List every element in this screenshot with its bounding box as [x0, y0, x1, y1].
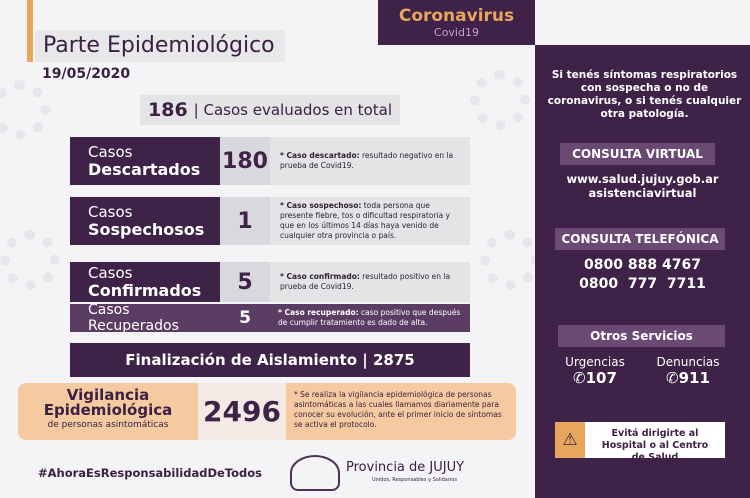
descartados-value: 180 [220, 137, 270, 185]
url-line2[interactable]: asistenciavirtual [588, 186, 697, 200]
page-title: Parte Epidemiológico [35, 30, 285, 62]
urgencias-number[interactable]: 107 [585, 369, 617, 387]
hashtag: #AhoraEsResponsabilidadDeTodos [38, 466, 263, 480]
jujuy-logo-icon [290, 455, 340, 491]
term: * Caso descartado: [280, 151, 360, 160]
confirmados-desc: * Caso confirmado: resultado positivo en… [270, 262, 470, 302]
denuncias-label: Denuncias [656, 355, 720, 369]
recuperados-row: Casos Recuperados 5 * Caso recuperado: c… [70, 302, 470, 334]
descartados-label: Casos Descartados [70, 137, 220, 185]
warning-text: Evitá dirigirte al Hospital o al Centro … [601, 428, 709, 463]
virus-decoration-icon [480, 230, 540, 290]
accent-bar [27, 0, 33, 62]
label-line1: Casos [88, 264, 133, 282]
virus-decoration-icon [470, 70, 530, 130]
warning-icon: ⚠ [555, 422, 585, 458]
definition: resultado positivo en la prueba de Covid… [280, 272, 451, 291]
label-line2: Sospechosos [88, 220, 205, 239]
definition: resultado negativo en la prueba de Covid… [280, 151, 454, 170]
sospechosos-value: 1 [220, 197, 270, 245]
confirmados-value: 5 [220, 262, 270, 302]
term: * Caso confirmado: [280, 272, 360, 281]
definition: caso positivo que después de cumplir tra… [278, 308, 461, 327]
tel-title: CONSULTA TELEFÓNICA [555, 228, 725, 250]
phones: 0800 888 4767 0800 777 7711 [535, 256, 750, 294]
phone-icon: ✆ [573, 369, 586, 387]
term: * Caso sospechoso: [280, 201, 362, 210]
side-panel: Si tenés síntomas respiratorios con sosp… [535, 45, 750, 498]
denuncias-number[interactable]: 911 [678, 369, 710, 387]
confirmados-label: Casos Confirmados [70, 262, 220, 302]
virus-decoration-icon [0, 80, 50, 140]
logo-title: Provincia de JUJUY [346, 460, 465, 475]
virtual-title: CONSULTA VIRTUAL [560, 143, 715, 165]
label-line2: Epidemiológica [43, 401, 173, 419]
total-value: 186 [148, 99, 188, 121]
otros-title: Otros Servicios [558, 325, 725, 347]
total-label: | Casos evaluados en total [193, 101, 392, 119]
url-line1[interactable]: www.salud.jujuy.gob.ar [566, 172, 719, 186]
label-line1: Vigilancia [66, 386, 150, 404]
virtual-link[interactable]: www.salud.jujuy.gob.ar asistenciavirtual [535, 172, 750, 200]
vigilancia-box: Vigilancia Epidemiológica de personas as… [18, 383, 516, 440]
sospechosos-desc: * Caso sospechoso: toda persona que pres… [270, 197, 470, 245]
urgencias-label: Urgencias [565, 355, 625, 369]
definition: toda persona que presente fiebre, tos o … [280, 201, 450, 240]
banner-subtitle: Covid19 [434, 26, 479, 39]
vigilancia-desc: * Se realiza la vigilancia epidemiológic… [294, 390, 502, 429]
label-line2: Descartados [88, 160, 201, 179]
phone-1[interactable]: 0800 888 4767 [584, 257, 701, 273]
warning-box: ⚠ Evitá dirigirte al Hospital o al Centr… [555, 422, 725, 463]
denuncias: Denuncias ✆911 [653, 355, 723, 387]
descartados-desc: * Caso descartado: resultado negativo en… [270, 137, 470, 185]
label-line3: de personas asintomáticas [47, 420, 169, 430]
label-line2: Confirmados [88, 281, 202, 300]
total-cases: 186 | Casos evaluados en total [140, 95, 400, 125]
report-date: 19/05/2020 [42, 66, 131, 82]
banner-title: Coronavirus [398, 6, 515, 26]
sospechosos-label: Casos Sospechosos [70, 197, 220, 245]
label-line1: Casos [88, 143, 133, 161]
label-line1: Casos [88, 203, 133, 221]
term: * Caso recuperado: [278, 308, 359, 317]
side-intro: Si tenés síntomas respiratorios con sosp… [547, 69, 742, 120]
phone-icon: ✆ [666, 369, 679, 387]
phone-2[interactable]: 0800 777 7711 [579, 276, 706, 292]
recuperados-value: 5 [239, 308, 251, 328]
urgencias: Urgencias ✆107 [560, 355, 630, 387]
logo-subtitle: Unidos, Responsables y Solidarios [372, 477, 457, 483]
vigilancia-value: 2496 [198, 383, 286, 440]
coronavirus-banner: Coronavirus Covid19 [378, 0, 535, 45]
aislamiento-banner: Finalización de Aislamiento | 2875 [70, 343, 470, 377]
virus-decoration-icon [0, 230, 60, 290]
recuperados-label: Casos Recuperados [88, 302, 179, 334]
vigilancia-label: Vigilancia Epidemiológica de personas as… [18, 383, 198, 440]
